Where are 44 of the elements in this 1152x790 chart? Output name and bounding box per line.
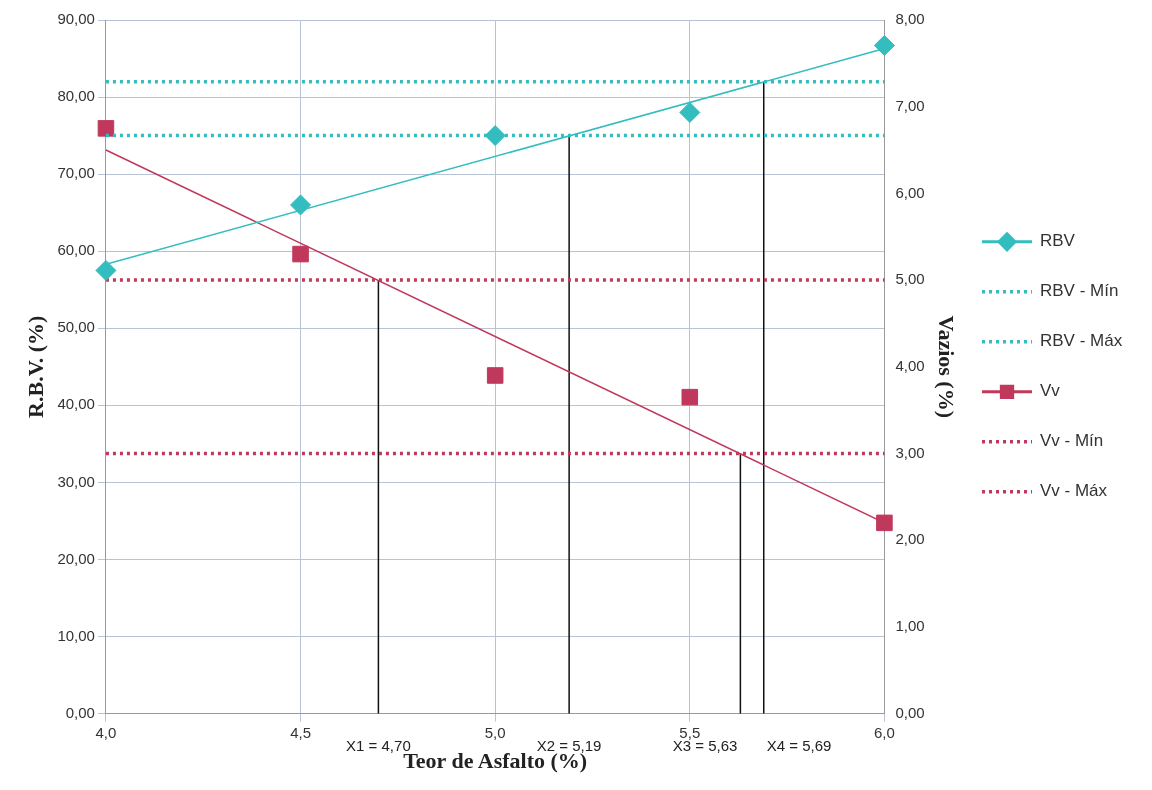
- legend-label: RBV - Mín: [1040, 281, 1119, 301]
- annotation: X1 = 4,70: [346, 737, 411, 755]
- annotation: X4 = 5,69: [766, 737, 832, 755]
- legend-label: Vv - Máx: [1040, 481, 1108, 501]
- point: [679, 101, 701, 123]
- x-tick-label: 4,5: [290, 723, 311, 741]
- legend-label: Vv - Mín: [1040, 431, 1104, 451]
- x-tick-label: 6,0: [873, 723, 895, 741]
- y2-tick-label: 8,00: [895, 10, 925, 28]
- point: [292, 245, 309, 263]
- y-tick-label: 30,00: [57, 472, 95, 490]
- y2-tick-label: 6,00: [895, 183, 925, 201]
- point: [681, 388, 699, 406]
- y2-tick-label: 3,00: [895, 443, 925, 461]
- y-tick-label: 80,00: [57, 87, 95, 105]
- y-tick-label: 90,00: [57, 10, 95, 28]
- y-tick-label: 60,00: [57, 241, 95, 259]
- y-tick-label: 20,00: [57, 549, 95, 567]
- y2-tick-label: 4,00: [895, 356, 925, 374]
- y-tick-label: 70,00: [57, 164, 95, 182]
- point: [484, 125, 506, 147]
- y2-tick-label: 5,00: [895, 270, 925, 288]
- y2-tick-label: 7,00: [895, 96, 925, 114]
- point: [486, 367, 504, 384]
- point: [95, 259, 117, 281]
- y-axis-title: R.B.V. (%): [22, 315, 48, 418]
- y-tick-label: 50,00: [57, 318, 95, 336]
- y-tick-label: 0,00: [65, 703, 95, 721]
- x-tick-label: 5,0: [484, 723, 506, 741]
- legend-label: RBV - Máx: [1040, 331, 1123, 351]
- y2-tick-label: 2,00: [895, 530, 925, 548]
- point: [290, 194, 312, 216]
- point: [873, 34, 895, 56]
- y2-tick-label: 1,00: [895, 617, 925, 635]
- y2-tick-label: 0,00: [895, 703, 925, 721]
- y-tick-label: 40,00: [57, 395, 95, 413]
- point: [876, 514, 893, 532]
- legend-label: Vv: [1040, 381, 1061, 401]
- legend-label: RBV: [1040, 231, 1076, 251]
- x-tick-label: 5,5: [679, 723, 701, 741]
- point: [97, 120, 115, 137]
- x-tick-label: 4,0: [95, 723, 117, 741]
- y2-axis-title: Vazios (%): [934, 315, 960, 419]
- y-tick-label: 10,00: [57, 626, 95, 644]
